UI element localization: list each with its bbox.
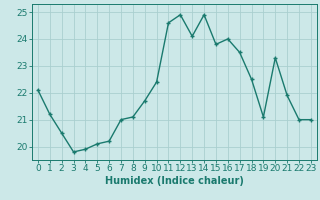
X-axis label: Humidex (Indice chaleur): Humidex (Indice chaleur) bbox=[105, 176, 244, 186]
